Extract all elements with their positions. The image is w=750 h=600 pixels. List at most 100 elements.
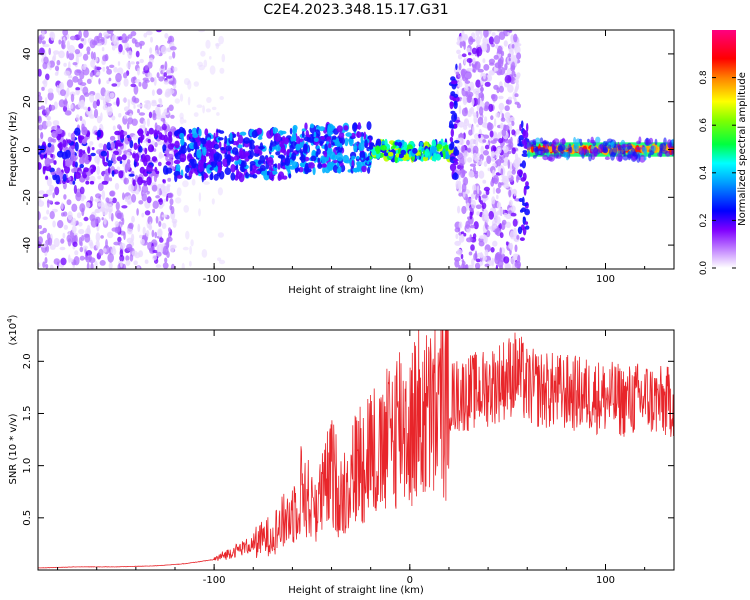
- spectrogram-cell: [291, 161, 299, 169]
- spectrogram-cell: [449, 101, 455, 107]
- spectrogram-cell: [162, 118, 166, 125]
- spectrogram-cell: [488, 58, 495, 65]
- spectrogram-cell: [458, 221, 463, 229]
- spectrogram-cell: [93, 108, 99, 119]
- spectrogram-cell: [169, 204, 173, 211]
- spectrogram-cell: [478, 106, 484, 116]
- spectrogram-cell: [97, 182, 104, 192]
- spectrogram-cell: [98, 143, 104, 148]
- spectrogram-cell: [179, 132, 185, 139]
- spectrogram-cell: [482, 58, 486, 63]
- spectrogram-cell: [172, 66, 178, 72]
- spectrogram-cell: [174, 152, 182, 160]
- spectrogram-cell: [221, 53, 226, 63]
- spectrogram-cell: [317, 163, 323, 169]
- spectrogram-cell: [211, 106, 217, 111]
- spectrogram-cell: [511, 44, 515, 49]
- spectrogram-cell: [460, 263, 465, 269]
- spectrogram-cell: [145, 30, 153, 36]
- spectrogram-cell: [68, 176, 72, 181]
- y-tick-label: 40: [22, 48, 33, 61]
- spectrogram-cell: [180, 138, 185, 146]
- spectrogram-cell: [205, 108, 211, 113]
- spectrogram-cell: [542, 140, 550, 145]
- spectrogram-cell: [458, 192, 463, 197]
- spectrogram-cell: [301, 130, 305, 138]
- spectrogram-cell: [47, 88, 54, 94]
- spectrogram-cell: [472, 233, 477, 239]
- spectrogram-cell: [38, 47, 45, 56]
- spectrogram-cell: [152, 249, 159, 254]
- spectrogram-cell: [454, 259, 460, 268]
- spectrogram-cell: [106, 80, 110, 84]
- spectrogram-cell: [478, 240, 485, 247]
- spectrogram-cell: [457, 227, 461, 232]
- spectrogram-cell: [510, 212, 517, 217]
- spectrogram-cell: [68, 254, 71, 264]
- spectrogram-cell: [473, 190, 477, 195]
- spectrogram-cell: [119, 129, 125, 140]
- spectrogram-cell: [237, 144, 243, 149]
- spectrogram-cell: [81, 138, 87, 145]
- spectrogram-cell: [53, 160, 57, 165]
- spectrogram-cell: [534, 147, 539, 157]
- spectrogram-cell: [489, 130, 494, 138]
- spectrogram-cell: [230, 164, 236, 173]
- spectrogram-cell: [56, 85, 60, 93]
- spectrogram-cell: [196, 149, 202, 159]
- spectrogram-cell: [353, 143, 358, 153]
- spectrogram-cell: [305, 168, 312, 173]
- spectrogram-cell: [55, 128, 63, 135]
- spectrogram-cell: [68, 52, 75, 61]
- spectrogram-cell: [106, 106, 113, 116]
- y-tick-label: 1.0: [22, 458, 33, 474]
- spectrogram-cell: [121, 205, 128, 209]
- spectrogram-cell: [331, 154, 338, 161]
- spectrogram-cell: [317, 157, 321, 163]
- spectrogram-cell: [157, 140, 164, 146]
- spectrogram-cell: [450, 110, 456, 115]
- spectrogram-cell: [474, 61, 481, 70]
- spectrogram-cell: [53, 50, 60, 55]
- spectrogram-cell: [62, 30, 69, 36]
- spectrogram-cell: [123, 78, 129, 87]
- spectrogram-cell: [117, 81, 121, 86]
- spectrogram-cell: [87, 146, 91, 154]
- spectrogram-cell: [80, 241, 83, 247]
- spectrogram-cell: [93, 51, 96, 61]
- spectrogram-cell: [102, 104, 108, 111]
- spectrogram-cell: [465, 220, 471, 229]
- spectrogram-cell: [511, 147, 516, 155]
- spectrogram-cell: [475, 79, 481, 88]
- spectrogram-cell: [559, 144, 566, 151]
- spectrogram-cell: [196, 104, 203, 108]
- spectrogram-cell: [165, 167, 173, 174]
- spectrogram-cell: [512, 218, 518, 227]
- spectrogram-cell: [69, 35, 77, 41]
- spectrogram-cell: [122, 97, 128, 103]
- spectrogram-cell: [148, 127, 154, 135]
- spectrogram-cell: [604, 156, 610, 160]
- spectrogram-cell: [239, 131, 247, 136]
- spectrogram-cell: [79, 246, 84, 253]
- spectrogram-cell: [569, 146, 573, 154]
- spectrogram-cell: [277, 155, 285, 159]
- spectrogram-cell: [151, 101, 157, 107]
- spectrogram-cell: [52, 120, 60, 126]
- spectrogram-cell: [256, 127, 263, 135]
- spectrogram-cell: [457, 205, 461, 214]
- spectrogram-cell: [412, 147, 418, 154]
- spectrogram-cell: [290, 141, 297, 150]
- spectrogram-cell: [103, 217, 107, 225]
- spectrogram-cell: [128, 173, 135, 177]
- spectrogram-cell: [292, 135, 296, 139]
- spectrogram-cell: [81, 235, 85, 242]
- spectrogram-cell: [134, 153, 140, 163]
- spectrogram-cell: [193, 81, 199, 87]
- spectrogram-cell: [110, 141, 115, 150]
- snr-frame: [37, 329, 675, 571]
- spectrogram-cell: [469, 163, 477, 167]
- spectrogram-cell: [124, 163, 128, 173]
- spectrogram-cell: [42, 216, 48, 220]
- spectrogram-cell: [269, 171, 273, 180]
